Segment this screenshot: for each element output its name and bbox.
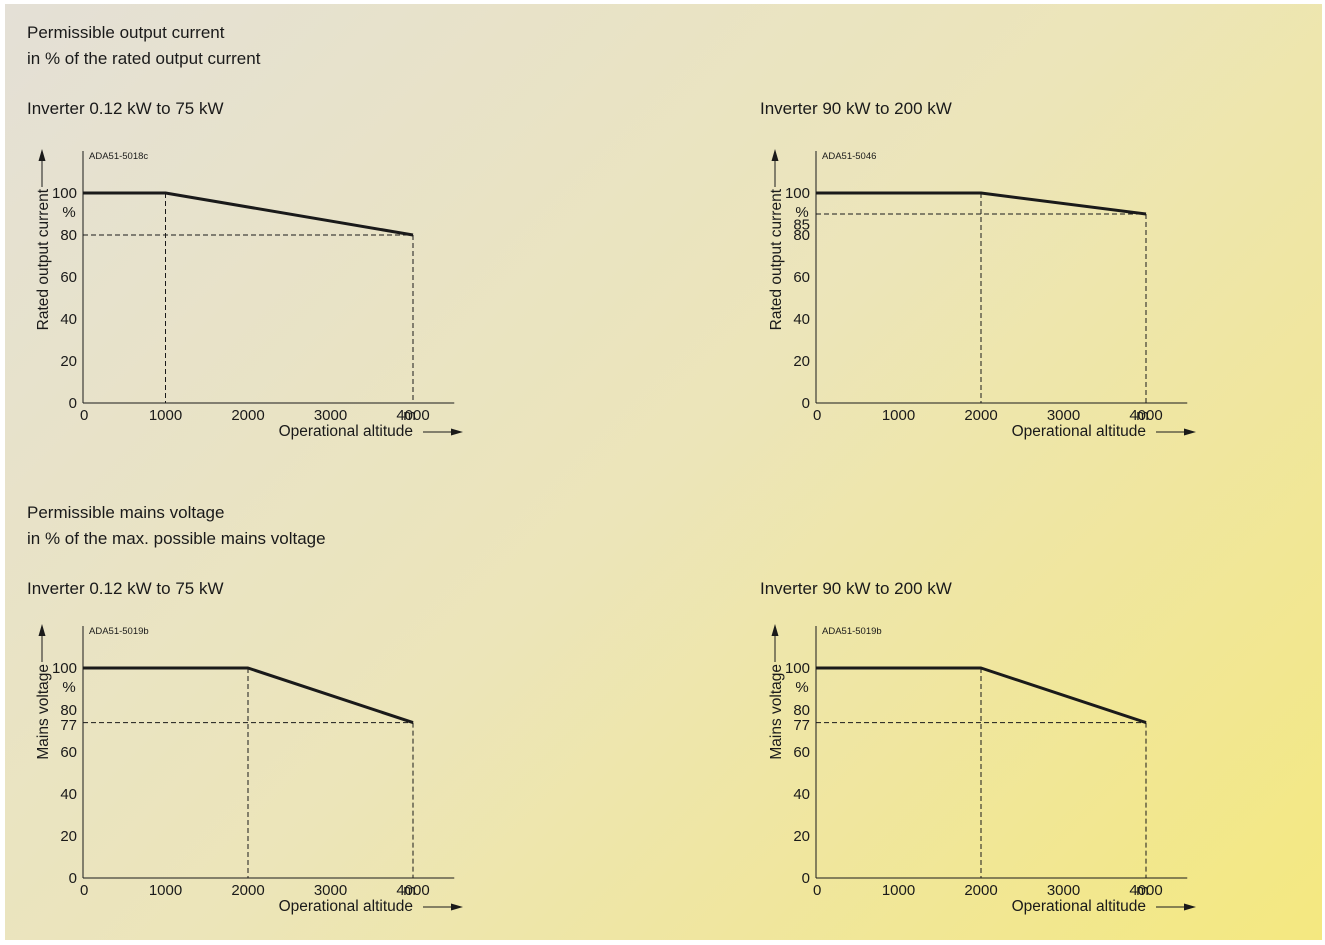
data-series-line xyxy=(816,191,1147,216)
x-tick-label: 0 xyxy=(80,407,88,424)
y-tick-label: 0 xyxy=(802,870,810,887)
data-series-line xyxy=(816,666,1147,725)
x-tick-label: 0 xyxy=(813,407,821,424)
chart-code-label: ADA51-5046 xyxy=(822,151,876,162)
x-tick-label: 2000 xyxy=(231,882,264,899)
data-series-line xyxy=(83,666,414,725)
y-unit-label: % xyxy=(62,679,75,696)
y-axis-arrow-head xyxy=(771,149,779,161)
x-axis-arrow-head xyxy=(1184,428,1196,436)
x-unit-label: m xyxy=(403,882,416,899)
y-tick-label: 60 xyxy=(793,269,810,286)
y-tick-label: 0 xyxy=(802,395,810,412)
y-tick-label: 100 xyxy=(52,660,77,677)
y-tick-label: 80 xyxy=(60,702,77,719)
y-tick-label: 100 xyxy=(52,185,77,202)
y-tick-label: 40 xyxy=(793,311,810,328)
x-axis-label: Operational altitude xyxy=(279,898,413,915)
y-tick-label: 60 xyxy=(60,269,77,286)
x-tick-label: 4000 xyxy=(1129,407,1162,424)
y-unit-label: % xyxy=(795,204,808,221)
y-tick-label: 80 xyxy=(793,227,810,244)
x-axis-label: Operational altitude xyxy=(279,423,413,440)
section-heading-line: Permissible output current xyxy=(27,23,225,42)
chart-code-label: ADA51-5018c xyxy=(89,151,148,162)
x-axis-arrow-head xyxy=(1184,903,1196,911)
y-tick-label: 77 xyxy=(793,717,810,734)
x-axis-arrow-head xyxy=(451,903,463,911)
y-tick-label: 60 xyxy=(793,744,810,761)
y-tick-label: 20 xyxy=(60,353,77,370)
x-tick-label: 2000 xyxy=(964,882,997,899)
chart-title: Inverter 90 kW to 200 kW xyxy=(760,579,952,598)
x-tick-label: 1000 xyxy=(882,882,915,899)
x-tick-label: 1000 xyxy=(882,407,915,424)
section-heading-line: in % of the max. possible mains voltage xyxy=(27,529,326,548)
chart-code-label: ADA51-5019b xyxy=(89,626,149,637)
x-tick-label: 4000 xyxy=(396,882,429,899)
x-tick-label: 0 xyxy=(813,882,821,899)
x-tick-label: 3000 xyxy=(314,407,347,424)
x-tick-label: 2000 xyxy=(231,407,264,424)
y-axis-arrow-head xyxy=(771,624,779,636)
y-axis-label: Rated output current xyxy=(35,188,52,330)
y-tick-label: 20 xyxy=(793,828,810,845)
x-tick-label: 1000 xyxy=(149,882,182,899)
chart-panel: Permissible output current in % of the r… xyxy=(5,4,1322,940)
y-tick-label: 40 xyxy=(60,311,77,328)
data-series-line xyxy=(83,191,414,237)
y-axis-label: Rated output current xyxy=(768,188,785,330)
x-tick-label: 3000 xyxy=(1047,882,1080,899)
x-tick-label: 4000 xyxy=(396,407,429,424)
y-axis-arrow-head xyxy=(38,624,46,636)
x-tick-label: 3000 xyxy=(1047,407,1080,424)
y-tick-label: 80 xyxy=(60,227,77,244)
y-unit-label: % xyxy=(795,679,808,696)
y-axis-label: Mains voltage xyxy=(768,664,785,760)
x-unit-label: m xyxy=(1136,882,1149,899)
y-tick-label: 20 xyxy=(60,828,77,845)
x-tick-label: 3000 xyxy=(314,882,347,899)
x-unit-label: m xyxy=(403,407,416,424)
y-tick-label: 0 xyxy=(69,395,77,412)
y-unit-label: % xyxy=(62,204,75,221)
y-tick-label: 85 xyxy=(793,217,810,234)
x-tick-label: 4000 xyxy=(1129,882,1162,899)
y-tick-label: 40 xyxy=(793,786,810,803)
y-tick-label: 77 xyxy=(60,717,77,734)
y-tick-label: 60 xyxy=(60,744,77,761)
chart-code-label: ADA51-5019b xyxy=(822,626,882,637)
y-tick-label: 20 xyxy=(793,353,810,370)
y-axis-arrow-head xyxy=(38,149,46,161)
chart-title: Inverter 0.12 kW to 75 kW xyxy=(27,99,224,118)
section-heading-output-current: Permissible output current in % of the r… xyxy=(27,20,260,72)
chart-title: Inverter 90 kW to 200 kW xyxy=(760,99,952,118)
x-axis-label: Operational altitude xyxy=(1012,423,1146,440)
section-heading-line: Permissible mains voltage xyxy=(27,503,225,522)
y-tick-label: 0 xyxy=(69,870,77,887)
x-tick-label: 1000 xyxy=(149,407,182,424)
derating-chart-output-current-small: ADA51-5018c 0 20 40 60 80 100% Rated output cur… xyxy=(35,149,463,440)
y-tick-label: 80 xyxy=(793,702,810,719)
y-tick-label: 100 xyxy=(785,185,810,202)
y-tick-label: 40 xyxy=(60,786,77,803)
x-axis-arrow-head xyxy=(451,428,463,436)
y-tick-label: 100 xyxy=(785,660,810,677)
x-axis-label: Operational altitude xyxy=(1012,898,1146,915)
section-heading-line: in % of the rated output current xyxy=(27,49,261,68)
chart-title: Inverter 0.12 kW to 75 kW xyxy=(27,579,224,598)
y-axis-label: Mains voltage xyxy=(35,664,52,760)
x-tick-label: 0 xyxy=(80,882,88,899)
x-unit-label: m xyxy=(1136,407,1149,424)
x-tick-label: 2000 xyxy=(964,407,997,424)
section-heading-mains-voltage: Permissible mains voltage in % of the ma… xyxy=(27,500,326,552)
